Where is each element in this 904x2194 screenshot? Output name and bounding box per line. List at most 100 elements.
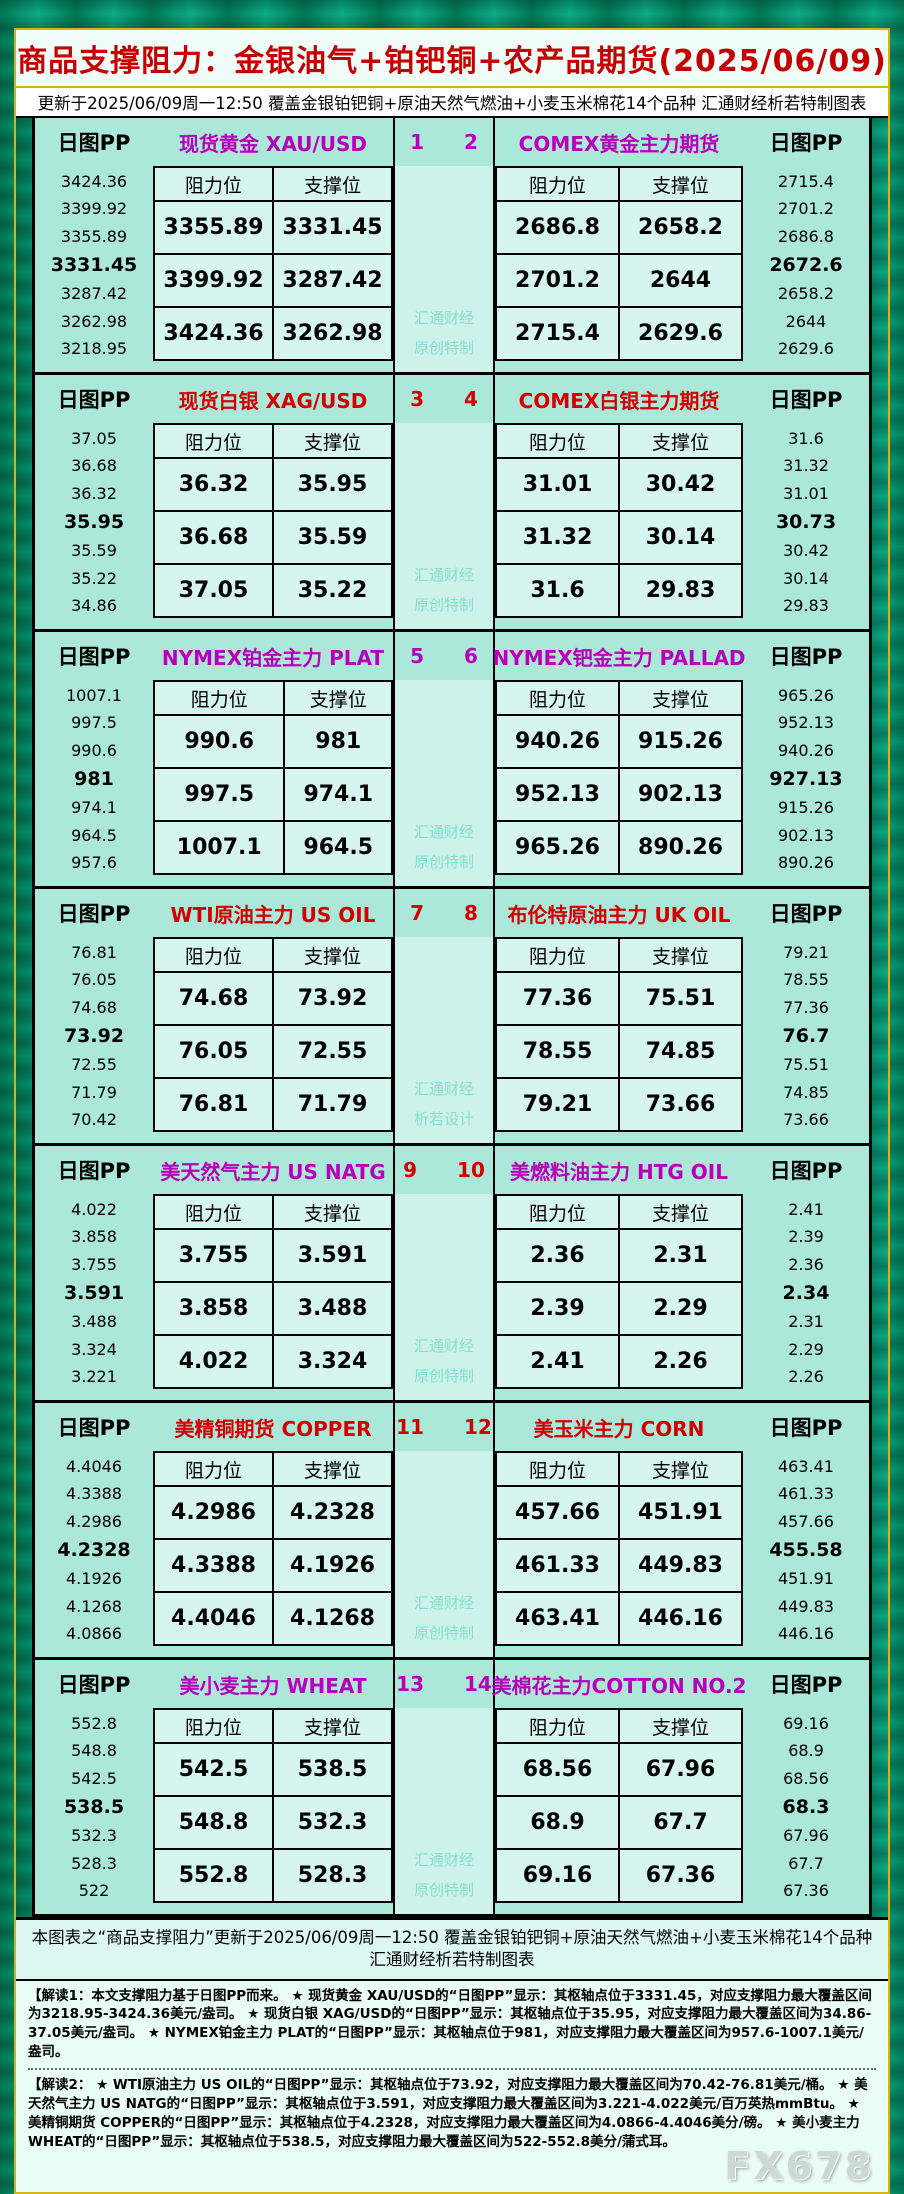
pp-value: 68.56 — [783, 1768, 829, 1788]
pp-value: 997.5 — [71, 713, 117, 733]
pp-value: 3355.89 — [60, 226, 128, 246]
pp-value: 4.1926 — [66, 1569, 122, 1589]
resistance-value: 79.21 — [495, 1077, 620, 1132]
pp-value: 35.59 — [71, 541, 117, 561]
support-value: 75.51 — [618, 971, 743, 1026]
pp-value: 3218.95 — [60, 338, 128, 358]
resistance-value: 37.05 — [153, 563, 274, 618]
pivot-value-left: 4.2328 — [57, 1538, 131, 1561]
support-value: 74.85 — [618, 1024, 743, 1079]
resistance-header: 阻力位 — [495, 680, 620, 716]
resistance-header: 阻力位 — [152, 680, 286, 716]
pp-value: 3.858 — [71, 1227, 117, 1247]
pp-column-right: 日图PP 965.26 952.13 940.26 927.13 915.26 … — [743, 632, 869, 886]
pp-value: 2.26 — [788, 1366, 824, 1386]
resistance-value: 3399.92 — [153, 253, 274, 308]
commodity-row: 日图PP 4.4046 4.3388 4.2986 4.2328 4.1926 … — [32, 1403, 872, 1660]
pp-value: 3.755 — [71, 1254, 117, 1274]
pp-column-right: 日图PP 69.16 68.9 68.56 68.3 67.96 67.7 67… — [743, 1660, 869, 1914]
resistance-value: 965.26 — [495, 820, 620, 875]
commodity-row: 日图PP 76.81 76.05 74.68 73.92 72.55 71.79… — [32, 889, 872, 1146]
resistance-value: 552.8 — [153, 1848, 274, 1903]
levels-block-left: NYMEX铂金主力 PLAT 阻力位 支撑位 990.6 981 — [152, 632, 393, 886]
support-value: 2.29 — [618, 1281, 743, 1336]
pp-value: 34.86 — [71, 595, 117, 615]
pp-value: 74.85 — [783, 1082, 829, 1102]
pp-value: 68.9 — [788, 1741, 824, 1761]
support-value: 4.1268 — [272, 1591, 393, 1646]
pp-value: 902.13 — [778, 825, 834, 845]
watermark-line: 原创特制 — [413, 596, 474, 614]
levels-block-left: 美天然气主力 US NATG 阻力位 支撑位 3.755 3.591 — [153, 1146, 393, 1400]
pp-value: 76.81 — [71, 943, 117, 962]
levels-table-right: 阻力位 支撑位 2686.8 2658.2 2701.2 2644 — [495, 166, 743, 361]
resistance-value: 3.755 — [153, 1228, 274, 1283]
interpretation-2: 【解读2： ★ WTI原油主力 US OIL的“日图PP”显示：其枢轴点位于73… — [28, 2068, 876, 2152]
pp-value: 4.022 — [71, 1200, 117, 1219]
pair-index-column: 7 8 汇通财经 析若设计 — [393, 889, 495, 1143]
resistance-value: 4.2986 — [153, 1485, 274, 1540]
levels-block-right: 布伦特原油主力 UK OIL 阻力位 支撑位 77.36 75.51 — [495, 889, 743, 1143]
support-value: 2658.2 — [618, 200, 743, 255]
instrument-title-left: 现货白银 XAG/USD — [178, 388, 368, 413]
watermark-line: 析若设计 — [413, 1110, 474, 1128]
pair-index-right: 2 — [464, 130, 478, 154]
support-value: 67.96 — [618, 1742, 743, 1797]
page-title: 商品支撑阻力：金银油气+铂钯铜+农产品期货(2025/06/09) — [17, 44, 887, 79]
chart-card: 商品支撑阻力：金银油气+铂钯铜+农产品期货(2025/06/09) 更新于202… — [14, 28, 890, 2194]
pp-values-right: 2.41 2.39 2.36 2.34 2.31 2.29 2.26 — [743, 1194, 869, 1400]
support-value: 2629.6 — [618, 306, 743, 361]
resistance-header: 阻力位 — [495, 1451, 620, 1487]
brand-watermark-lines: 汇通财经 原创特制 — [395, 1451, 493, 1657]
support-value: 3262.98 — [272, 306, 393, 361]
pp-column-left: 日图PP 37.05 36.68 36.32 35.95 35.59 35.22… — [35, 375, 153, 629]
pp-value: 30.42 — [783, 541, 829, 561]
pivot-value-right: 2.34 — [782, 1281, 830, 1304]
pp-value: 3287.42 — [60, 284, 128, 304]
pair-index-column: 9 10 汇通财经 原创特制 — [393, 1146, 495, 1400]
instrument-title-left: 美天然气主力 US NATG — [160, 1159, 386, 1184]
pp-value: 915.26 — [778, 798, 834, 818]
pp-label-left: 日图PP — [57, 1673, 131, 1697]
pp-values-right: 965.26 952.13 940.26 927.13 915.26 902.1… — [743, 680, 869, 886]
levels-table-right: 阻力位 支撑位 457.66 451.91 461.33 449.83 — [495, 1451, 743, 1646]
pp-value: 79.21 — [783, 943, 829, 962]
support-value: 915.26 — [618, 714, 743, 769]
watermark-line: 汇通财经 — [413, 566, 474, 584]
title-box: 商品支撑阻力：金银油气+铂钯铜+农产品期货(2025/06/09) — [16, 30, 888, 88]
support-value: 3331.45 — [272, 200, 393, 255]
pp-value: 528.3 — [71, 1853, 117, 1873]
levels-block-left: 现货黄金 XAU/USD 阻力位 支撑位 3355.89 3331.45 — [153, 118, 393, 372]
levels-table-left: 阻力位 支撑位 3.755 3.591 3.858 3.488 — [153, 1194, 393, 1389]
pp-value: 74.68 — [71, 997, 117, 1017]
pair-index-left: 1 — [410, 130, 424, 154]
support-value: 29.83 — [618, 563, 743, 618]
pp-values-left: 3424.36 3399.92 3355.89 3331.45 3287.42 … — [35, 166, 153, 372]
pp-label-right: 日图PP — [769, 1159, 843, 1183]
pp-label-right: 日图PP — [769, 1673, 843, 1697]
levels-block-right: 美玉米主力 CORN 阻力位 支撑位 457.66 451.91 — [495, 1403, 743, 1657]
levels-block-right: COMEX黄金主力期货 阻力位 支撑位 2686.8 2658.2 — [495, 118, 743, 372]
support-header: 支撑位 — [618, 937, 743, 973]
levels-table-right: 阻力位 支撑位 68.56 67.96 68.9 67.7 — [495, 1708, 743, 1903]
resistance-value: 952.13 — [495, 767, 620, 822]
support-header: 支撑位 — [618, 166, 743, 202]
support-value: 451.91 — [618, 1485, 743, 1540]
support-value: 532.3 — [272, 1795, 393, 1850]
resistance-value: 461.33 — [495, 1538, 620, 1593]
resistance-header: 阻力位 — [153, 937, 274, 973]
pp-value: 965.26 — [778, 686, 834, 705]
support-value: 73.66 — [618, 1077, 743, 1132]
resistance-value: 2701.2 — [495, 253, 620, 308]
levels-table-left: 阻力位 支撑位 542.5 538.5 548.8 532.3 — [153, 1708, 393, 1903]
levels-block-left: 美小麦主力 WHEAT 阻力位 支撑位 542.5 538.5 — [153, 1660, 393, 1914]
pp-column-right: 日图PP 2715.4 2701.2 2686.8 2672.6 2658.2 … — [743, 118, 869, 372]
pp-value: 37.05 — [71, 429, 117, 448]
pp-values-left: 4.022 3.858 3.755 3.591 3.488 3.324 3.22… — [35, 1194, 153, 1400]
support-header: 支撑位 — [272, 166, 393, 202]
pp-label-right: 日图PP — [769, 388, 843, 412]
resistance-value: 68.56 — [495, 1742, 620, 1797]
pp-value: 75.51 — [783, 1055, 829, 1075]
resistance-value: 78.55 — [495, 1024, 620, 1079]
resistance-value: 69.16 — [495, 1848, 620, 1903]
